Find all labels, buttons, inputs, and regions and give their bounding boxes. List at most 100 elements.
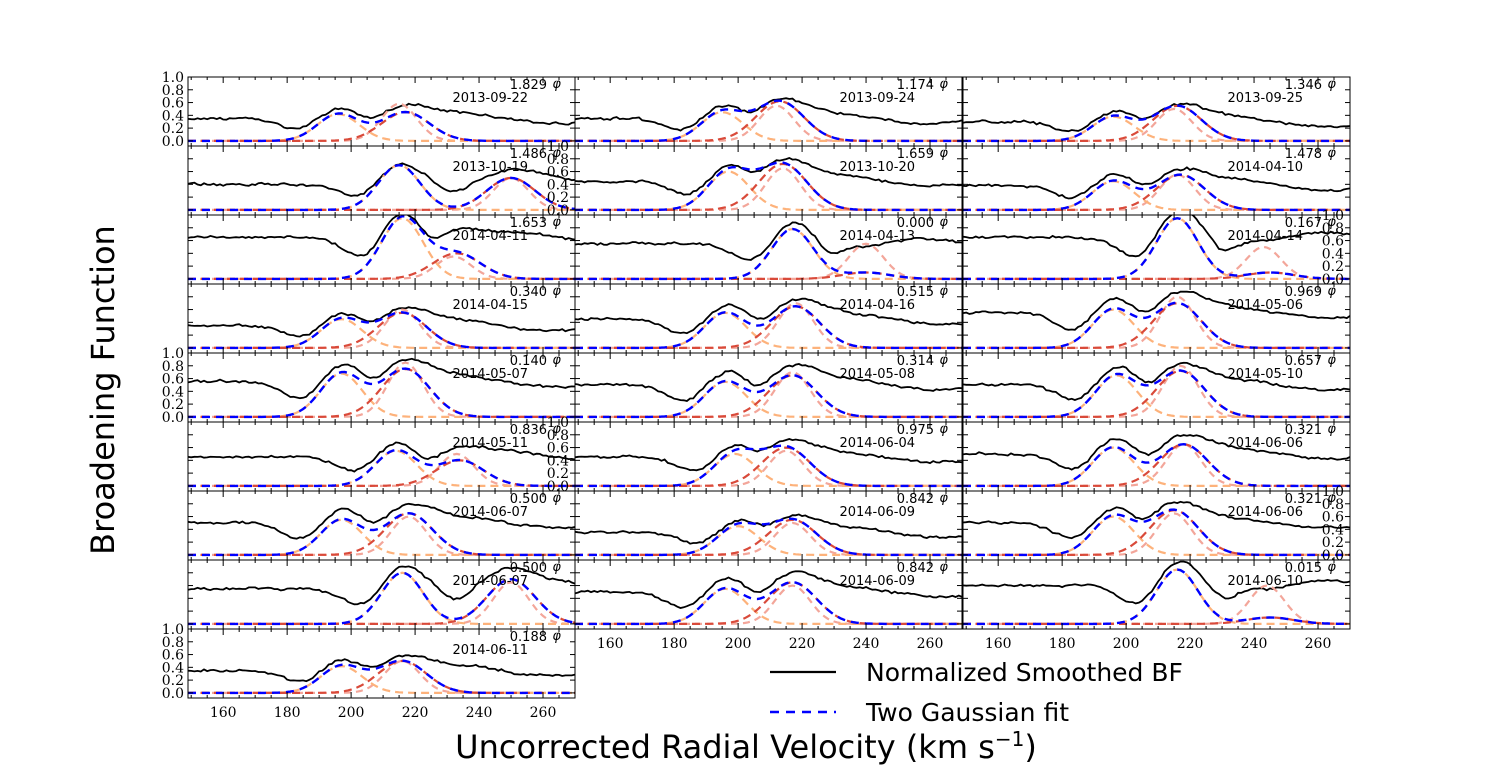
phase-label: 0.500 [510, 492, 547, 507]
panel-20: 0.842 φ 2014-06-09 [574, 490, 963, 561]
panel-curves [575, 513, 962, 557]
bf-curve [188, 102, 575, 130]
phi-symbol: φ [939, 146, 948, 161]
y-tick-label: 0.6 [547, 441, 569, 457]
gaussian-component-2 [575, 446, 962, 487]
phi-symbol: φ [1327, 353, 1336, 368]
date-label: 2014-04-10 [1227, 160, 1303, 175]
x-tick-label: 160 [985, 636, 1012, 652]
panel-7: 1.653 φ 2014-04-11 [187, 214, 576, 285]
phase-label: 1.346 [1285, 78, 1322, 93]
bf-curve [575, 363, 962, 402]
phi-symbol: φ [1327, 422, 1336, 437]
x-tick-label: 180 [274, 705, 301, 721]
gaussian-component-3 [188, 176, 575, 211]
panel-24: 0.015 φ 2014-06-10 160 180 200 220 240 260 [962, 559, 1351, 652]
bf-curve [575, 438, 962, 472]
phase-label: 0.321 [1285, 423, 1322, 438]
phase-label: 0.340 [510, 285, 547, 300]
y-tick-label: 0.6 [162, 372, 184, 388]
panel-22: 0.500 φ 2014-06-07 [187, 559, 576, 630]
phi-symbol: φ [552, 77, 561, 92]
date-label: 2014-04-14 [1227, 229, 1303, 244]
y-tick-label: 0.6 [1322, 510, 1344, 526]
date-label: 2014-05-08 [839, 367, 915, 382]
y-tick-label: 1.0 [547, 415, 569, 431]
phase-label: 1.659 [897, 147, 934, 162]
phi-symbol: φ [1327, 215, 1336, 230]
two-gaussian-fit [188, 511, 575, 557]
y-tick-label: 0.0 [162, 410, 184, 426]
y-tick-label: 0.6 [1322, 234, 1344, 250]
gaussian-component-1 [963, 115, 1350, 142]
gaussian-component-3 [963, 295, 1350, 349]
phi-symbol: φ [939, 353, 948, 368]
two-gaussian-fit [963, 442, 1350, 488]
two-gaussian-fit [963, 301, 1350, 350]
gaussian-component-2 [188, 252, 575, 280]
bf-curve [575, 97, 962, 132]
bf-curve [188, 162, 575, 197]
y-tick-label: 0.2 [547, 190, 569, 206]
date-label: 2013-09-24 [839, 91, 915, 106]
panel-3: 1.346 φ 2013-09-25 [962, 76, 1351, 147]
phi-symbol: φ [939, 560, 948, 575]
phi-symbol: φ [552, 491, 561, 506]
y-tick-label: 1.0 [547, 139, 569, 155]
y-tick-label: 1.0 [162, 70, 184, 86]
panel-curves [188, 306, 575, 350]
panel-curves [188, 162, 575, 212]
phase-label: 0.969 [1285, 285, 1322, 300]
phase-label: 0.314 [897, 354, 934, 369]
y-tick-label: 0.4 [547, 177, 569, 193]
date-label: 2014-04-13 [839, 229, 915, 244]
panel-curves [963, 434, 1350, 488]
date-label: 2014-06-07 [452, 505, 528, 520]
panel-frame [187, 628, 576, 699]
bf-curve [963, 500, 1350, 540]
bf-curve [575, 297, 962, 335]
gaussian-component-2 [188, 176, 575, 211]
bf-curve [188, 502, 575, 540]
date-label: 2014-06-07 [452, 574, 528, 589]
x-axis-title: Uncorrected Radial Velocity (km s−1) [455, 727, 1037, 766]
y-tick-label: 0.2 [162, 673, 184, 689]
two-gaussian-fit [188, 163, 575, 212]
y-tick-label: 0.8 [547, 152, 569, 168]
panel-13: 0.00.20.40.60.81.0 0.140 φ 2014-05-07 [162, 346, 576, 426]
phase-label: 0.015 [1285, 561, 1322, 576]
panel-19: 0.500 φ 2014-06-07 [187, 490, 576, 561]
gaussian-component-2 [188, 110, 575, 142]
date-label: 2014-06-06 [1227, 505, 1303, 520]
y-tick-label: 0.8 [547, 428, 569, 444]
y-tick-label: 0.8 [162, 359, 184, 375]
gaussian-component-1 [963, 568, 1350, 625]
gaussian-component-1 [963, 308, 1350, 349]
gaussian-component-2 [575, 305, 962, 349]
phi-symbol: φ [552, 560, 561, 575]
panel-curves [963, 560, 1350, 626]
panel-6: 1.478 φ 2014-04-10 [962, 145, 1351, 216]
date-label: 2013-09-25 [1227, 91, 1303, 106]
panel-frame [962, 559, 1351, 630]
x-tick-label: 200 [338, 705, 365, 721]
gaussian-component-1 [575, 110, 962, 142]
gaussian-component-1 [963, 217, 1350, 280]
panel-curves [575, 363, 962, 419]
x-tick-label: 160 [210, 705, 237, 721]
two-gaussian-fit [575, 304, 962, 350]
gaussian-component-3 [963, 245, 1350, 280]
x-tick-label: 200 [1113, 636, 1140, 652]
two-gaussian-fit [188, 448, 575, 488]
gaussian-component-2 [963, 369, 1350, 418]
two-gaussian-fit [188, 367, 575, 419]
panel-curves [188, 654, 575, 695]
panel-1: 0.00.20.40.60.81.0 1.829 φ 2013-09-22 [162, 70, 576, 150]
gaussian-component-1 [188, 571, 575, 625]
y-tick-label: 1.0 [1322, 484, 1344, 500]
x-tick-label: 240 [1241, 636, 1268, 652]
gaussian-component-2 [575, 374, 962, 418]
two-gaussian-fit [575, 444, 962, 488]
